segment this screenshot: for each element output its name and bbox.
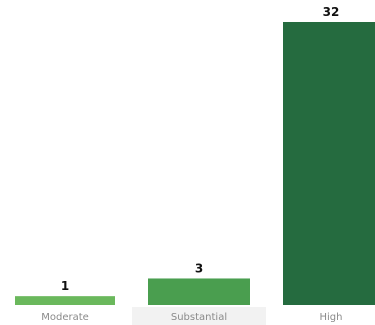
category-highlight-substantial [132, 307, 266, 325]
category-label-moderate: Moderate [41, 312, 89, 323]
value-label-high: 32 [323, 5, 340, 19]
bar-substantial[interactable] [148, 278, 250, 305]
bar-high[interactable] [283, 22, 375, 305]
value-label-moderate: 1 [61, 279, 69, 293]
value-labels-group: 1 3 32 [61, 5, 340, 293]
bar-moderate[interactable] [15, 296, 115, 305]
category-label-high: High [320, 312, 343, 323]
bars-group [15, 22, 375, 305]
value-label-substantial: 3 [195, 261, 203, 275]
category-label-substantial: Substantial [171, 312, 227, 323]
category-labels-group: Moderate Substantial High [41, 312, 342, 323]
